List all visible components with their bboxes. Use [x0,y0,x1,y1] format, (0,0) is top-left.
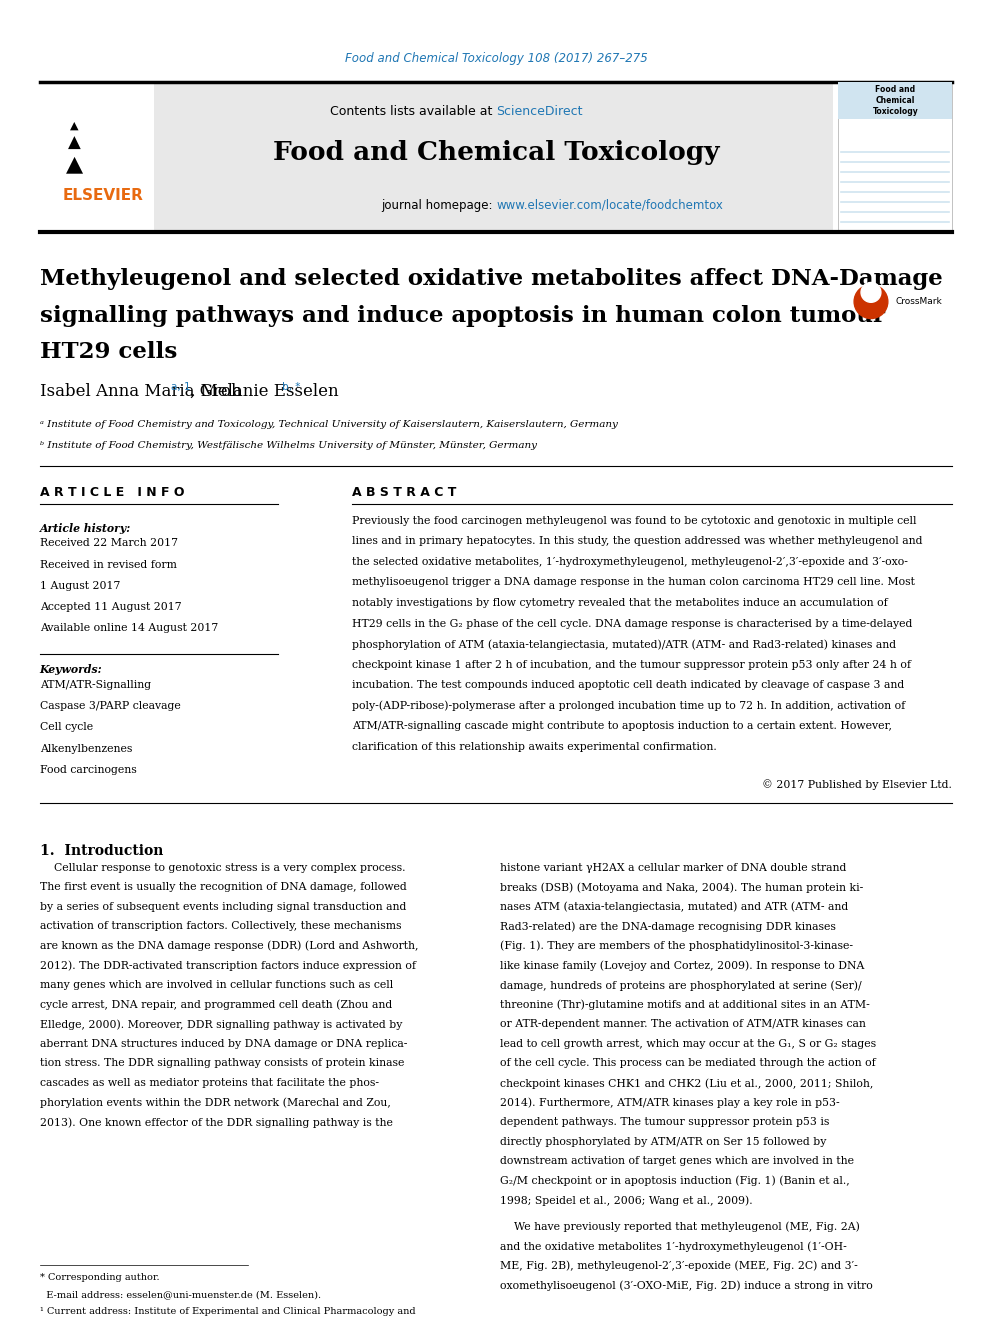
Text: , Melanie Esselen: , Melanie Esselen [190,384,339,400]
Text: Methyleugenol and selected oxidative metabolites affect DNA-Damage: Methyleugenol and selected oxidative met… [40,269,942,290]
Text: Contents lists available at: Contents lists available at [329,105,496,118]
Text: breaks (DSB) (Motoyama and Naka, 2004). The human protein ki-: breaks (DSB) (Motoyama and Naka, 2004). … [500,882,863,893]
Text: Available online 14 August 2017: Available online 14 August 2017 [40,623,218,634]
Text: Received in revised form: Received in revised form [40,560,177,570]
Text: G₂/M checkpoint or in apoptosis induction (Fig. 1) (Banin et al.,: G₂/M checkpoint or in apoptosis inductio… [500,1176,850,1187]
Text: Food carcinogens: Food carcinogens [40,765,137,775]
Text: many genes which are involved in cellular functions such as cell: many genes which are involved in cellula… [40,980,393,990]
Text: checkpoint kinase 1 after 2 h of incubation, and the tumour suppressor protein p: checkpoint kinase 1 after 2 h of incubat… [352,659,912,669]
Bar [838,82,952,119]
Text: Received 22 March 2017: Received 22 March 2017 [40,538,178,549]
Text: damage, hundreds of proteins are phosphorylated at serine (Ser)/: damage, hundreds of proteins are phospho… [500,980,862,991]
Text: oxomethylisoeugenol (3′-OXO-MiE, Fig. 2D) induce a strong in vitro: oxomethylisoeugenol (3′-OXO-MiE, Fig. 2D… [500,1281,873,1291]
Text: Food and Chemical Toxicology 108 (2017) 267–275: Food and Chemical Toxicology 108 (2017) … [344,52,648,65]
Text: A R T I C L E   I N F O: A R T I C L E I N F O [40,486,185,499]
Text: clarification of this relationship awaits experimental confirmation.: clarification of this relationship await… [352,741,717,751]
Text: methylisoeugenol trigger a DNA damage response in the human colon carcinoma HT29: methylisoeugenol trigger a DNA damage re… [352,577,915,587]
Text: CrossMark: CrossMark [896,298,942,306]
Text: HT29 cells in the G₂ phase of the cell cycle. DNA damage response is characteris: HT29 cells in the G₂ phase of the cell c… [352,619,913,628]
Text: Article history:: Article history: [40,523,131,533]
Text: The first event is usually the recognition of DNA damage, followed: The first event is usually the recogniti… [40,882,407,892]
Text: * Corresponding author.: * Corresponding author. [40,1273,160,1282]
Text: 1 August 2017: 1 August 2017 [40,581,120,591]
Text: cascades as well as mediator proteins that facilitate the phos-: cascades as well as mediator proteins th… [40,1078,379,1088]
Bar [838,82,952,232]
Text: Elledge, 2000). Moreover, DDR signalling pathway is activated by: Elledge, 2000). Moreover, DDR signalling… [40,1019,402,1029]
Text: aberrant DNA structures induced by DNA damage or DNA replica-: aberrant DNA structures induced by DNA d… [40,1039,407,1049]
Text: ATM/ATR-Signalling: ATM/ATR-Signalling [40,680,151,691]
Text: Rad3-related) are the DNA-damage recognising DDR kinases: Rad3-related) are the DNA-damage recogni… [500,921,836,931]
Text: histone variant γH2AX a cellular marker of DNA double strand: histone variant γH2AX a cellular marker … [500,863,846,873]
Text: the selected oxidative metabolites, 1′-hydroxymethyleugenol, methyleugenol-2′,3′: the selected oxidative metabolites, 1′-h… [352,557,908,568]
Text: ▲: ▲ [68,134,80,152]
Text: Accepted 11 August 2017: Accepted 11 August 2017 [40,602,182,613]
Text: 2012). The DDR-activated transcription factors induce expression of: 2012). The DDR-activated transcription f… [40,960,416,971]
Text: Previously the food carcinogen methyleugenol was found to be cytotoxic and genot: Previously the food carcinogen methyleug… [352,516,917,527]
Text: © 2017 Published by Elsevier Ltd.: © 2017 Published by Elsevier Ltd. [763,779,952,790]
Text: ScienceDirect: ScienceDirect [496,105,582,118]
Text: lines and in primary hepatocytes. In this study, the question addressed was whet: lines and in primary hepatocytes. In thi… [352,537,923,546]
Text: are known as the DNA damage response (DDR) (Lord and Ashworth,: are known as the DNA damage response (DD… [40,941,419,951]
Text: We have previously reported that methyleugenol (ME, Fig. 2A): We have previously reported that methyle… [500,1221,860,1232]
Text: ME, Fig. 2B), methyleugenol-2′,3′-epoxide (MEE, Fig. 2C) and 3′-: ME, Fig. 2B), methyleugenol-2′,3′-epoxid… [500,1261,858,1271]
Text: dependent pathways. The tumour suppressor protein p53 is: dependent pathways. The tumour suppresso… [500,1117,829,1127]
Text: ▲: ▲ [65,153,83,175]
Text: Food and
Chemical
Toxicology: Food and Chemical Toxicology [872,85,919,116]
Text: ELSEVIER: ELSEVIER [62,188,144,204]
Text: A B S T R A C T: A B S T R A C T [352,486,456,499]
Text: threonine (Thr)-glutamine motifs and at additional sites in an ATM-: threonine (Thr)-glutamine motifs and at … [500,1000,870,1011]
Text: a, 1: a, 1 [172,382,190,393]
Text: b, *: b, * [282,382,301,393]
Text: downstream activation of target genes which are involved in the: downstream activation of target genes wh… [500,1156,854,1167]
Bar [40,82,154,232]
Text: notably investigations by flow cytometry revealed that the metabolites induce an: notably investigations by flow cytometry… [352,598,888,609]
Text: of the cell cycle. This process can be mediated through the action of: of the cell cycle. This process can be m… [500,1058,876,1069]
Bar [154,82,833,232]
Text: Alkenylbenzenes: Alkenylbenzenes [40,744,132,754]
Text: signalling pathways and induce apoptosis in human colon tumour: signalling pathways and induce apoptosis… [40,306,885,327]
Text: E-mail address: esselen@uni-muenster.de (M. Esselen).: E-mail address: esselen@uni-muenster.de … [40,1290,320,1299]
Circle shape [861,283,881,302]
Text: cycle arrest, DNA repair, and programmed cell death (Zhou and: cycle arrest, DNA repair, and programmed… [40,1000,392,1011]
Text: by a series of subsequent events including signal transduction and: by a series of subsequent events includi… [40,902,406,912]
Text: 1.  Introduction: 1. Introduction [40,844,163,859]
Text: HT29 cells: HT29 cells [40,341,177,363]
Text: 1998; Speidel et al., 2006; Wang et al., 2009).: 1998; Speidel et al., 2006; Wang et al.,… [500,1196,753,1207]
Text: phorylation events within the DDR network (Marechal and Zou,: phorylation events within the DDR networ… [40,1098,391,1109]
Circle shape [854,284,888,319]
Text: (Fig. 1). They are members of the phosphatidylinositol-3-kinase-: (Fig. 1). They are members of the phosph… [500,941,853,951]
Text: and the oxidative metabolites 1′-hydroxymethyleugenol (1′-OH-: and the oxidative metabolites 1′-hydroxy… [500,1241,847,1252]
Text: checkpoint kinases CHK1 and CHK2 (Liu et al., 2000, 2011; Shiloh,: checkpoint kinases CHK1 and CHK2 (Liu et… [500,1078,873,1089]
Text: directly phosphorylated by ATM/ATR on Ser 15 followed by: directly phosphorylated by ATM/ATR on Se… [500,1136,826,1147]
Text: ᵇ Institute of Food Chemistry, Westfälische Wilhelms University of Münster, Müns: ᵇ Institute of Food Chemistry, Westfälis… [40,442,537,450]
Text: Food and Chemical Toxicology: Food and Chemical Toxicology [273,140,719,164]
Text: ¹ Current address: Institute of Experimental and Clinical Pharmacology and: ¹ Current address: Institute of Experime… [40,1307,416,1316]
Text: ᵃ Institute of Food Chemistry and Toxicology, Technical University of Kaiserslau: ᵃ Institute of Food Chemistry and Toxico… [40,421,618,429]
Text: Cellular response to genotoxic stress is a very complex process.: Cellular response to genotoxic stress is… [40,863,405,873]
Text: phosphorylation of ATM (ataxia-telangiectasia, mutated)/ATR (ATM- and Rad3-relat: phosphorylation of ATM (ataxia-telangiec… [352,639,897,650]
Text: activation of transcription factors. Collectively, these mechanisms: activation of transcription factors. Col… [40,921,401,931]
Text: Cell cycle: Cell cycle [40,722,93,733]
Text: poly-(ADP-ribose)-polymerase after a prolonged incubation time up to 72 h. In ad: poly-(ADP-ribose)-polymerase after a pro… [352,701,906,710]
Text: 2013). One known effector of the DDR signalling pathway is the: 2013). One known effector of the DDR sig… [40,1117,393,1127]
Text: ATM/ATR-signalling cascade might contribute to apoptosis induction to a certain : ATM/ATR-signalling cascade might contrib… [352,721,892,732]
Text: 2014). Furthermore, ATM/ATR kinases play a key role in p53-: 2014). Furthermore, ATM/ATR kinases play… [500,1098,839,1109]
Text: Isabel Anna Maria Groh: Isabel Anna Maria Groh [40,384,241,400]
Text: like kinase family (Lovejoy and Cortez, 2009). In response to DNA: like kinase family (Lovejoy and Cortez, … [500,960,864,971]
Text: or ATR-dependent manner. The activation of ATM/ATR kinases can: or ATR-dependent manner. The activation … [500,1019,866,1029]
Text: nases ATM (ataxia-telangiectasia, mutated) and ATR (ATM- and: nases ATM (ataxia-telangiectasia, mutate… [500,902,848,913]
Text: Keywords:: Keywords: [40,664,102,675]
Text: www.elsevier.com/locate/foodchemtox: www.elsevier.com/locate/foodchemtox [496,198,723,212]
Text: tion stress. The DDR signalling pathway consists of protein kinase: tion stress. The DDR signalling pathway … [40,1058,404,1069]
Text: journal homepage:: journal homepage: [381,198,496,212]
Text: lead to cell growth arrest, which may occur at the G₁, S or G₂ stages: lead to cell growth arrest, which may oc… [500,1039,876,1049]
Text: incubation. The test compounds induced apoptotic cell death indicated by cleavag: incubation. The test compounds induced a… [352,680,905,691]
Text: Caspase 3/PARP cleavage: Caspase 3/PARP cleavage [40,701,181,712]
Text: ▲: ▲ [70,120,78,131]
